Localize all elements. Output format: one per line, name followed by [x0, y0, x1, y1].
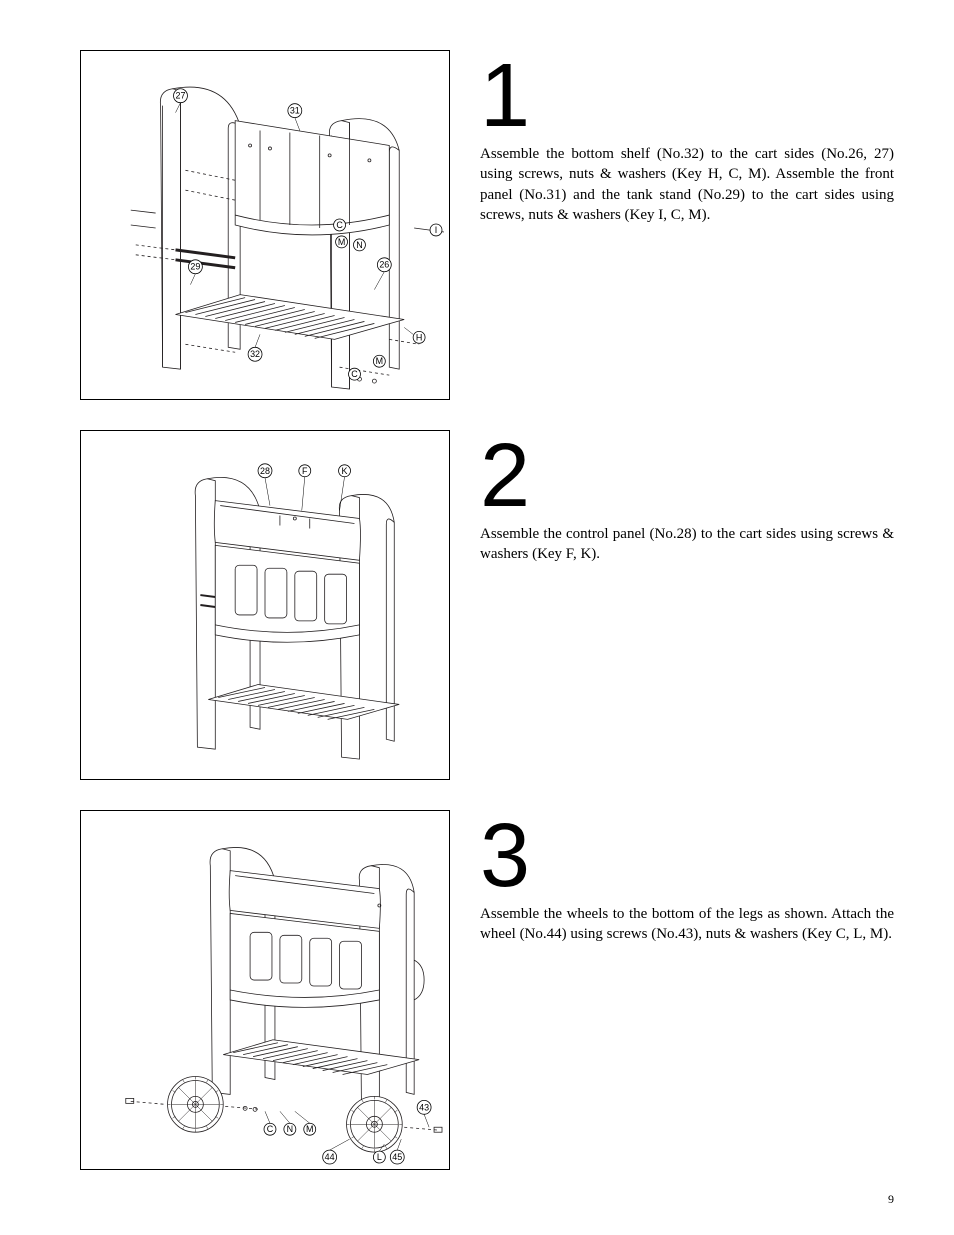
callout-32: 32	[250, 349, 260, 359]
callout-43: 43	[419, 1102, 429, 1112]
callout-m3: M	[306, 1124, 313, 1134]
diagram-3: 43 C N M 44 L 45	[80, 810, 450, 1170]
callout-f: F	[302, 466, 308, 476]
callout-45: 45	[392, 1152, 402, 1162]
callout-h: H	[416, 332, 422, 342]
step-1-body: Assemble the bottom shelf (No.32) to the…	[480, 144, 894, 225]
callout-27: 27	[176, 91, 186, 101]
callout-m2: M	[376, 356, 383, 366]
diagram-2: 28 F K	[80, 430, 450, 780]
callout-k: K	[342, 466, 348, 476]
step-2-number: 2	[480, 440, 894, 512]
step-3-number: 3	[480, 820, 894, 892]
callout-l: L	[377, 1152, 382, 1162]
step-3-text: 3 Assemble the wheels to the bottom of t…	[480, 810, 894, 945]
step-2: 28 F K 2 Assemble the control panel (No.…	[80, 430, 894, 780]
callout-n: N	[356, 240, 362, 250]
callout-m1: M	[338, 237, 345, 247]
step-2-text: 2 Assemble the control panel (No.28) to …	[480, 430, 894, 565]
diagram-1: 27 31 C M N I 29 26 H 32 M C	[80, 50, 450, 400]
callout-c1: C	[336, 220, 343, 230]
step-3-body: Assemble the wheels to the bottom of the…	[480, 904, 894, 945]
step-1: 27 31 C M N I 29 26 H 32 M C	[80, 50, 894, 400]
callout-29: 29	[190, 262, 200, 272]
callout-c3: C	[267, 1124, 274, 1134]
callout-c2: C	[351, 369, 358, 379]
callout-i: I	[435, 225, 437, 235]
step-1-text: 1 Assemble the bottom shelf (No.32) to t…	[480, 50, 894, 225]
callout-31: 31	[290, 106, 300, 116]
callout-n3: N	[287, 1124, 293, 1134]
page-number: 9	[888, 1192, 894, 1207]
callout-28: 28	[260, 466, 270, 476]
step-1-number: 1	[480, 60, 894, 132]
callout-26: 26	[379, 260, 389, 270]
step-3: 43 C N M 44 L 45	[80, 810, 894, 1170]
step-2-body: Assemble the control panel (No.28) to th…	[480, 524, 894, 565]
callout-44: 44	[325, 1152, 335, 1162]
